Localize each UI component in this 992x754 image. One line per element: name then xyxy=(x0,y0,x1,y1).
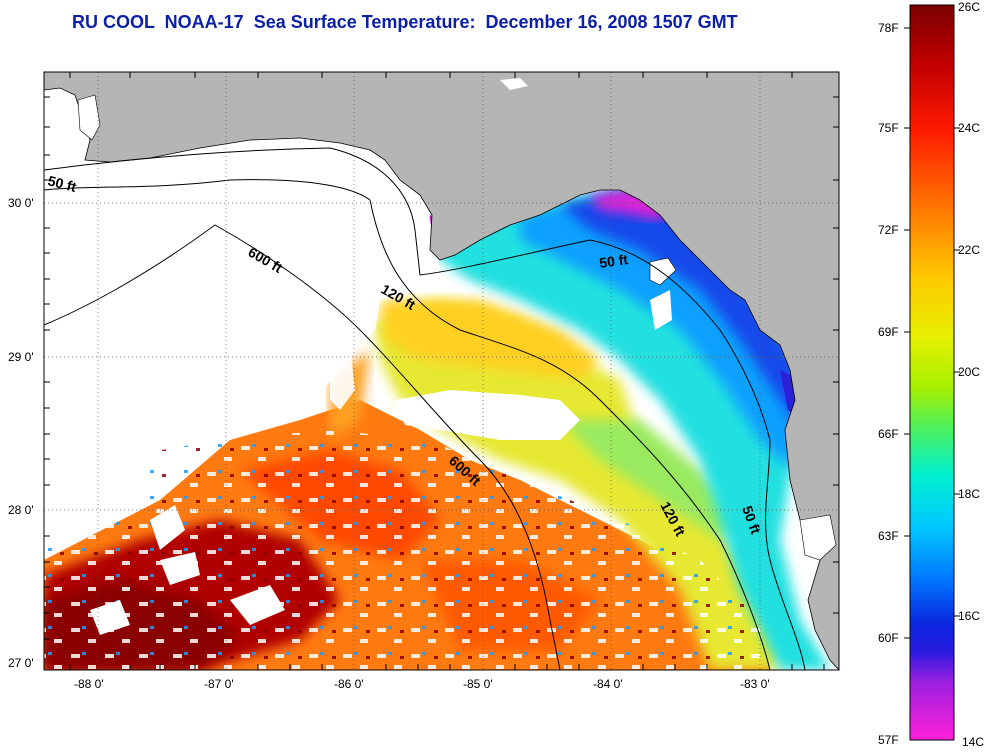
map-frame xyxy=(43,71,840,671)
lon-label: -84 0' xyxy=(593,677,623,691)
colorbar-gradient xyxy=(909,4,955,741)
lon-label: -87 0' xyxy=(204,677,234,691)
colorbar-c-label: 26C xyxy=(958,0,980,14)
lat-label: 28 0' xyxy=(8,503,34,517)
colorbar-c-label: 20C xyxy=(958,365,980,379)
latitude-labels: 30 0' 29 0' 28 0' 27 0' xyxy=(8,196,34,670)
lon-label: -86 0' xyxy=(334,677,364,691)
lat-label: 30 0' xyxy=(8,196,34,210)
colorbar-c-label: 18C xyxy=(958,487,980,501)
lon-label: -83 0' xyxy=(740,677,770,691)
map-title: RU COOL NOAA-17 Sea Surface Temperature:… xyxy=(72,12,738,32)
colorbar-f-label: 60F xyxy=(878,631,899,645)
axis-ticks xyxy=(44,72,839,670)
longitude-labels: -88 0' -87 0' -86 0' -85 0' -84 0' -83 0… xyxy=(74,677,770,691)
lon-label: -88 0' xyxy=(74,677,104,691)
lon-label: -85 0' xyxy=(463,677,493,691)
colorbar-c-label: 14C xyxy=(962,735,984,749)
land xyxy=(44,72,839,670)
colorbar-c-label: 22C xyxy=(958,243,980,257)
isobath-lines xyxy=(44,147,806,670)
isobath-label: 50 ft xyxy=(598,251,629,271)
cloud-cover xyxy=(44,72,672,635)
graticule xyxy=(44,72,839,670)
colorbar-f-label: 72F xyxy=(878,223,899,237)
colorbar-f-label: 63F xyxy=(878,529,899,543)
lat-label: 29 0' xyxy=(8,350,34,364)
plot-area xyxy=(44,72,839,670)
colorbar-f-label: 69F xyxy=(878,325,899,339)
lat-label: 27 0' xyxy=(8,656,34,670)
colorbar-f-label: 57F xyxy=(878,733,899,747)
colorbar-c-label: 24C xyxy=(958,121,980,135)
colorbar-f-label: 78F xyxy=(878,21,899,35)
sst-field xyxy=(44,188,830,670)
colorbar-f-label: 75F xyxy=(878,121,899,135)
colorbar-c-label: 16C xyxy=(958,609,980,623)
isobath-label: 50 ft xyxy=(46,172,78,195)
colorbar: 78F 75F 72F 69F 66F 63F 60F 57F 26C 24C … xyxy=(878,0,984,749)
colorbar-f-label: 66F xyxy=(878,427,899,441)
